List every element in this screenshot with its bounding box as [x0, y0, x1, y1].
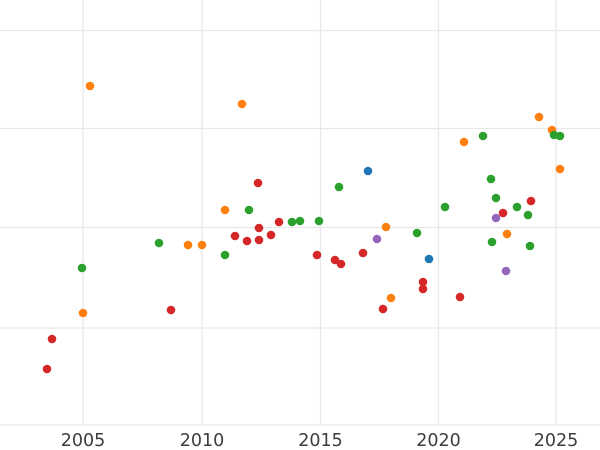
data-point-green [478, 131, 488, 141]
data-point-red [242, 236, 252, 246]
data-point-red [418, 284, 428, 294]
data-point-red [254, 235, 264, 245]
data-point-orange [555, 164, 565, 174]
data-point-red [166, 305, 176, 315]
data-point-blue [424, 254, 434, 264]
data-point-orange [183, 240, 193, 250]
data-point-red [274, 217, 284, 227]
data-point-green [491, 193, 501, 203]
data-point-blue [363, 166, 373, 176]
data-point-red [336, 259, 346, 269]
data-point-purple [501, 266, 511, 276]
data-point-orange [85, 81, 95, 91]
data-point-red [254, 223, 264, 233]
data-point-red [455, 292, 465, 302]
data-point-red [498, 208, 508, 218]
data-point-red [42, 364, 52, 374]
data-point-green [525, 241, 535, 251]
data-point-green [244, 205, 254, 215]
data-point-red [47, 334, 57, 344]
data-point-green [523, 210, 533, 220]
data-point-green [77, 263, 87, 273]
data-point-orange [237, 99, 247, 109]
x-axis-tick-labels: 2005 2010 2015 2020 2025 [61, 431, 579, 450]
data-point-purple [372, 234, 382, 244]
x-tick-label-2025: 2025 [534, 431, 579, 450]
data-point-green [555, 131, 565, 141]
data-point-red [230, 231, 240, 241]
data-point-red [526, 196, 536, 206]
data-point-red [418, 277, 428, 287]
data-point-green [287, 217, 297, 227]
data-point-green [154, 238, 164, 248]
data-point-red [312, 250, 322, 260]
gridlines-layer [0, 0, 600, 426]
data-point-orange [78, 308, 88, 318]
data-point-red [266, 230, 276, 240]
data-point-orange [220, 205, 230, 215]
data-point-green [412, 228, 422, 238]
data-point-green [295, 216, 305, 226]
x-tick-label-2015: 2015 [298, 431, 343, 450]
data-point-green [220, 250, 230, 260]
data-point-green [314, 216, 324, 226]
x-tick-label-2020: 2020 [416, 431, 461, 450]
data-point-purple [491, 213, 501, 223]
data-point-green [487, 237, 497, 247]
data-point-orange [381, 222, 391, 232]
data-point-green [486, 174, 496, 184]
data-points-layer [42, 81, 565, 374]
data-point-orange [459, 137, 469, 147]
data-point-red [358, 248, 368, 258]
data-point-red [378, 304, 388, 314]
x-tick-label-2010: 2010 [180, 431, 225, 450]
data-point-green [512, 202, 522, 212]
data-point-red [253, 178, 263, 188]
data-point-green [440, 202, 450, 212]
data-point-green [334, 182, 344, 192]
data-point-orange [386, 293, 396, 303]
data-point-orange [197, 240, 207, 250]
x-tick-label-2005: 2005 [61, 431, 106, 450]
data-point-orange [534, 112, 544, 122]
data-point-orange [502, 229, 512, 239]
